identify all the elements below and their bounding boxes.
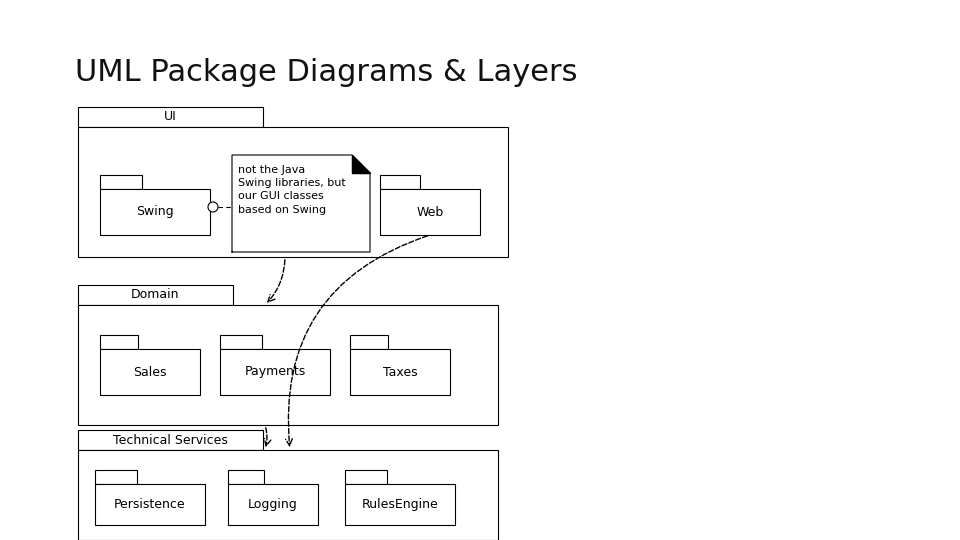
Bar: [95, 484, 205, 525]
Text: not the Java
Swing libraries, but
our GUI classes
based on Swing: not the Java Swing libraries, but our GU…: [238, 165, 346, 214]
Bar: [78, 305, 498, 425]
Text: Taxes: Taxes: [383, 366, 418, 379]
Polygon shape: [352, 155, 370, 173]
Circle shape: [208, 202, 218, 212]
Bar: [380, 189, 480, 235]
Bar: [78, 450, 498, 540]
Bar: [345, 470, 387, 484]
Bar: [220, 349, 330, 395]
Text: Technical Services: Technical Services: [113, 434, 228, 447]
Bar: [100, 175, 142, 189]
Text: Persistence: Persistence: [114, 498, 186, 511]
Bar: [100, 349, 200, 395]
Bar: [78, 127, 508, 257]
Bar: [220, 335, 262, 349]
Bar: [100, 189, 210, 235]
Bar: [100, 335, 138, 349]
Text: Domain: Domain: [132, 288, 180, 301]
Bar: [228, 484, 318, 525]
Text: Sales: Sales: [133, 366, 167, 379]
Bar: [78, 107, 263, 127]
Bar: [228, 470, 264, 484]
Text: Payments: Payments: [245, 366, 305, 379]
FancyArrowPatch shape: [286, 236, 427, 446]
Text: Logging: Logging: [248, 498, 298, 511]
Bar: [380, 175, 420, 189]
Bar: [78, 430, 263, 450]
Text: RulesEngine: RulesEngine: [362, 498, 439, 511]
Text: Web: Web: [417, 206, 444, 219]
Bar: [350, 349, 450, 395]
Text: UML Package Diagrams & Layers: UML Package Diagrams & Layers: [75, 58, 578, 87]
Text: UI: UI: [164, 111, 177, 124]
Bar: [345, 484, 455, 525]
Bar: [95, 470, 137, 484]
Text: Swing: Swing: [136, 206, 174, 219]
Bar: [78, 285, 233, 305]
Bar: [350, 335, 388, 349]
